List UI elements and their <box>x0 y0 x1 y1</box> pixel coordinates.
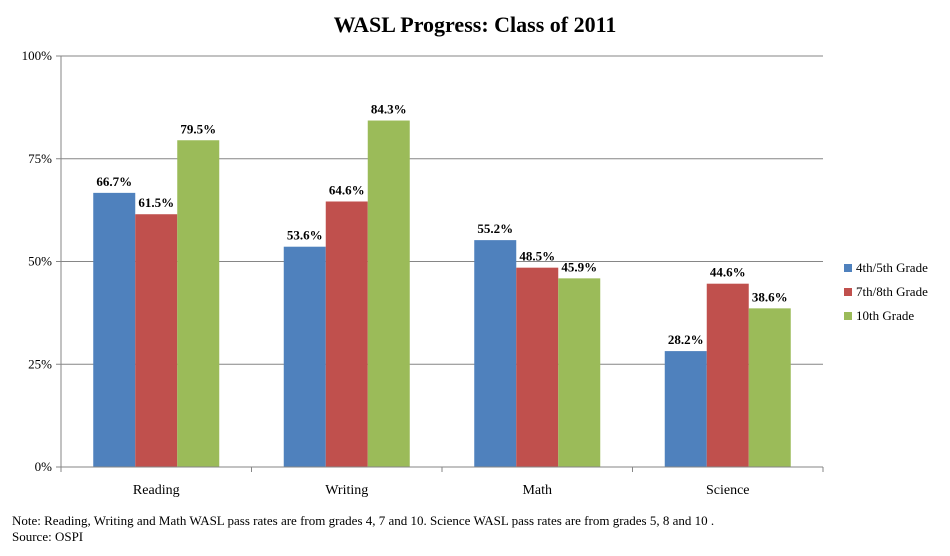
bar <box>558 278 601 467</box>
bar <box>93 192 136 467</box>
y-tick-label: 25% <box>28 356 52 371</box>
legend: 4th/5th Grade 7th/8th Grade 10th Grade <box>844 260 928 323</box>
legend-label: 10th Grade <box>856 308 914 323</box>
axes: 0% 25% 50% 75% 100% Reading Writing Math Science <box>22 48 824 498</box>
data-label: 48.5% <box>519 249 555 264</box>
bar <box>135 214 178 467</box>
legend-swatch <box>844 312 852 320</box>
data-labels: 66.7% 61.5% 79.5% 53.6% 64.6% 84.3% 55.2% 48.5%… <box>96 102 787 348</box>
x-tick-label: Writing <box>325 483 368 498</box>
footnote-source: Source: OSPI <box>12 529 84 544</box>
y-tick-label: 0% <box>35 459 53 474</box>
legend-label: 7th/8th Grade <box>856 284 928 299</box>
legend-swatch <box>844 288 852 296</box>
bars <box>93 120 791 467</box>
x-tick-label: Science <box>706 483 750 498</box>
legend-label: 4th/5th Grade <box>856 260 928 275</box>
chart-title: WASL Progress: Class of 2011 <box>334 12 617 37</box>
bar <box>474 240 517 467</box>
bar <box>177 140 220 467</box>
data-label: 64.6% <box>329 182 365 197</box>
bar <box>706 283 749 467</box>
y-tick-label: 100% <box>22 48 53 63</box>
data-label: 44.6% <box>710 265 746 280</box>
x-tick-label: Math <box>522 483 552 498</box>
bar <box>748 308 791 467</box>
data-label: 79.5% <box>180 121 216 136</box>
data-label: 61.5% <box>138 195 174 210</box>
bar <box>664 351 707 467</box>
data-label: 45.9% <box>561 259 597 274</box>
data-label: 38.6% <box>752 289 788 304</box>
footnote-note: Note: Reading, Writing and Math WASL pas… <box>12 513 715 528</box>
data-label: 53.6% <box>287 228 323 243</box>
data-label: 66.7% <box>96 174 132 189</box>
legend-swatch <box>844 264 852 272</box>
footnote: Note: Reading, Writing and Math WASL pas… <box>12 513 942 545</box>
data-label: 55.2% <box>477 221 513 236</box>
bar <box>516 267 559 467</box>
bar <box>283 246 326 467</box>
y-tick-label: 50% <box>28 254 52 269</box>
data-label: 28.2% <box>668 332 704 347</box>
bar <box>367 120 410 467</box>
bar <box>325 201 368 467</box>
y-tick-label: 75% <box>28 151 52 166</box>
data-label: 84.3% <box>371 102 407 117</box>
x-tick-label: Reading <box>133 483 180 498</box>
